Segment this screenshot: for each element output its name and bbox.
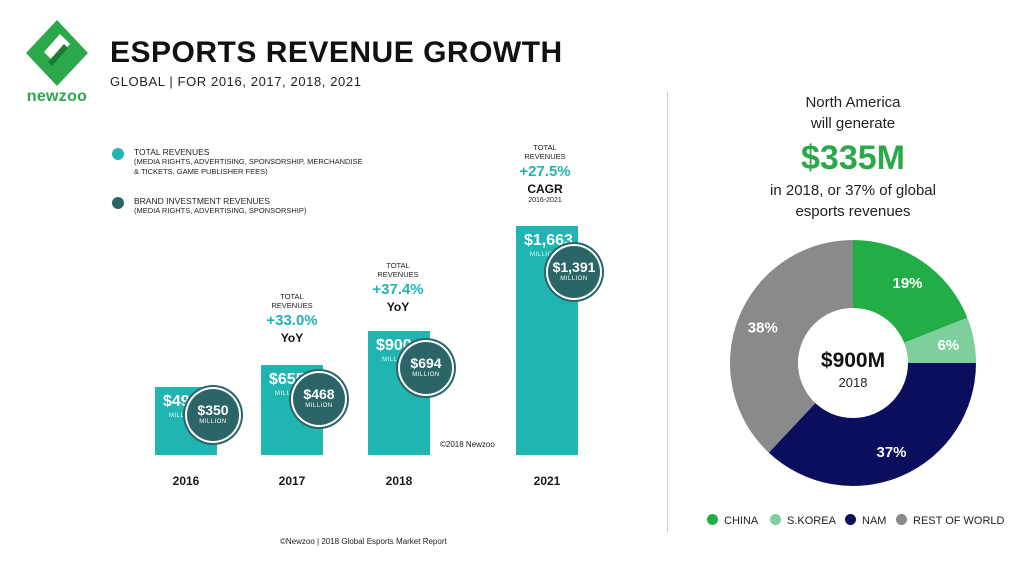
- donut-slice-label: 38%: [748, 319, 778, 336]
- logo-wordmark: newzoo: [26, 88, 88, 105]
- bubble-unit-label: MILLION: [305, 402, 333, 409]
- donut-center-label: 2018: [839, 375, 868, 390]
- bubble-value-label: $350: [197, 401, 229, 418]
- donut-hole: [798, 308, 908, 418]
- bubble-unit-label: MILLION: [199, 418, 227, 425]
- donut-slice-nam: [768, 363, 976, 486]
- donut-legend-label: REST OF WORLD: [913, 515, 1005, 527]
- growth-value: +33.0%: [266, 312, 318, 329]
- page-title: ESPORTS REVENUE GROWTH: [110, 36, 563, 69]
- bubble-brand-2017: $468 MILLION: [293, 372, 345, 425]
- bubble-value-label: $1,391: [552, 258, 596, 275]
- bubble-unit-label: MILLION: [560, 275, 588, 282]
- growth-value: +27.5%: [519, 163, 571, 180]
- region-revenue-donut-chart: 19% 6% 37% 38% $900M 2018: [730, 240, 976, 486]
- legend-dot-icon: [770, 514, 781, 525]
- legend-dot-icon: [112, 197, 124, 209]
- growth-type: YoY: [386, 300, 410, 314]
- callout-line-4: esports revenues: [795, 203, 911, 220]
- footer-source: ©Newzoo | 2018 Global Esports Market Rep…: [280, 537, 447, 546]
- bubble-value-label: $468: [303, 385, 335, 402]
- donut-slice-rest-of-world: [730, 240, 853, 453]
- growth-type: CAGR: [527, 182, 563, 196]
- section-divider: [667, 92, 668, 532]
- legend-dot-icon: [112, 148, 124, 160]
- bar-unit-label: MILLION: [169, 413, 197, 420]
- bar-unit-label: MILLION: [275, 390, 303, 397]
- donut-slice-label: 6%: [937, 337, 959, 354]
- bubble-brand-2016: $350 MILLION: [187, 388, 239, 441]
- growth-value: +37.4%: [372, 281, 424, 298]
- callout-amount: $335M: [801, 139, 905, 177]
- legend-title: BRAND INVESTMENT REVENUES: [134, 196, 270, 206]
- north-america-callout: North America will generate $335M in 201…: [712, 92, 994, 222]
- legend-dot-icon: [707, 514, 718, 525]
- growth-type: YoY: [280, 331, 304, 345]
- legend-dot-icon: [896, 514, 907, 525]
- legend-title: TOTAL REVENUES: [134, 147, 210, 157]
- growth-caption: TOTAL REVENUES: [377, 261, 419, 279]
- bar-value-label: $655: [269, 370, 305, 388]
- donut-slice-label: 37%: [877, 444, 907, 461]
- page-subtitle: GLOBAL | FOR 2016, 2017, 2018, 2021: [110, 74, 362, 89]
- callout-line-2: will generate: [810, 115, 896, 132]
- growth-annotation-2017: TOTAL REVENUES +33.0% YoY: [252, 292, 332, 345]
- bar-unit-label: MILLION: [530, 252, 558, 259]
- bubble-brand-2021: $1,391 MILLION: [548, 245, 600, 298]
- donut-center-value: $900M: [821, 349, 885, 372]
- bubble-value-label: $694: [410, 354, 442, 371]
- donut-slice-label: 19%: [893, 275, 923, 292]
- bubble-unit-label: MILLION: [412, 371, 440, 378]
- bubble-brand-2018: $694 MILLION: [400, 341, 452, 394]
- growth-caption: TOTAL REVENUES: [271, 292, 313, 310]
- newzoo-logo: [24, 18, 90, 106]
- bar-value-label: $1,663: [524, 232, 573, 250]
- legend-detail: (MEDIA RIGHTS, ADVERTISING, SPONSORSHIP,…: [134, 157, 363, 176]
- x-tick-label-2021: 2021: [533, 474, 561, 488]
- growth-annotation-2021: TOTAL REVENUES +27.5% CAGR 2016-2021: [505, 143, 585, 204]
- donut-legend-item: S.KOREA: [770, 514, 836, 527]
- callout-line-3: in 2018, or 37% of global: [770, 182, 936, 199]
- x-tick-label-2018: 2018: [385, 474, 413, 488]
- bar-unit-label: MILLION: [382, 357, 410, 364]
- legend-dot-icon: [845, 514, 856, 525]
- bar-value-label: $900: [376, 337, 412, 355]
- growth-period: 2016-2021: [528, 197, 562, 204]
- donut-legend-item: REST OF WORLD: [896, 514, 1004, 527]
- growth-annotation-2018: TOTAL REVENUES +37.4% YoY: [358, 261, 438, 314]
- chart-copyright: ©2018 Newzoo: [440, 440, 495, 449]
- x-tick-label-2016: 2016: [172, 474, 200, 488]
- donut-legend-item: CHINA: [707, 514, 758, 527]
- callout-line-1: North America: [805, 94, 901, 111]
- donut-legend-label: S.KOREA: [787, 515, 836, 527]
- x-tick-label-2017: 2017: [278, 474, 306, 488]
- donut-legend-item: NAM: [845, 514, 886, 527]
- newzoo-logo-mark-icon: [26, 20, 88, 86]
- legend-detail: (MEDIA RIGHTS, ADVERTISING, SPONSORSHIP): [134, 206, 307, 215]
- donut-legend-label: CHINA: [724, 515, 759, 527]
- donut-legend-label: NAM: [862, 515, 887, 527]
- growth-caption: TOTAL REVENUES: [524, 143, 566, 161]
